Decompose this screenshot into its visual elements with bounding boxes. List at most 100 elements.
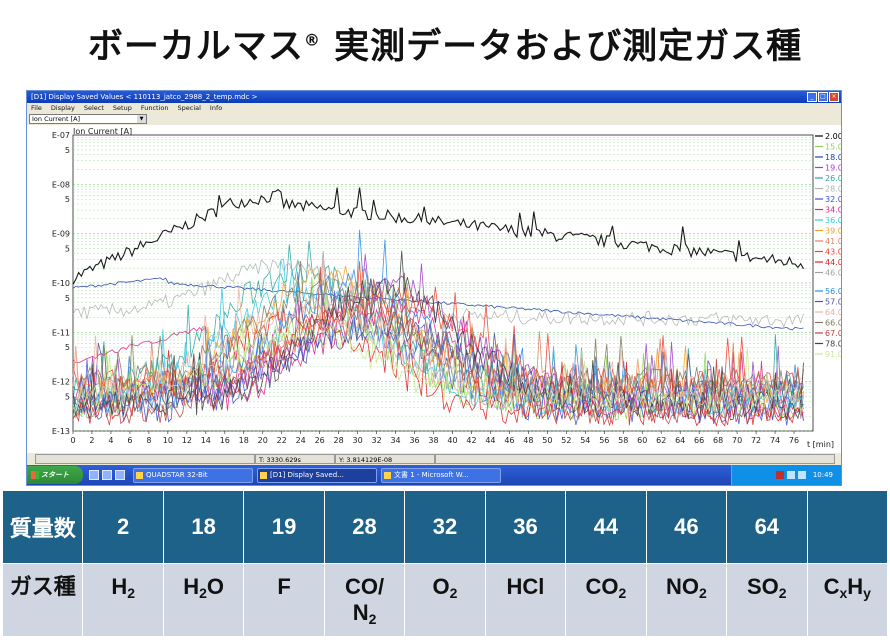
series-line-91-00 (72, 309, 804, 415)
x-tick-label: 38 (428, 436, 438, 445)
x-tick-label: 54 (580, 436, 590, 445)
x-tick-label: 28 (334, 436, 344, 445)
menu-select[interactable]: Select (83, 104, 104, 112)
task-display-saved[interactable]: [D1] Display Saved... (257, 467, 377, 483)
quick-launch-ie-icon[interactable] (89, 470, 99, 480)
close-button[interactable]: × (829, 92, 839, 102)
y-tick-label: 5 (65, 195, 70, 204)
mass-cell: 28 (323, 490, 406, 564)
gas-cell-no2: NO2 (645, 563, 728, 637)
mass-cell: 18 (162, 490, 245, 564)
gas-row: ガス種 H2 H2O F CO/N2 O2 HCl CO2 NO2 SO2 Cx… (1, 563, 889, 637)
status-cell-empty (35, 454, 255, 464)
x-tick-label: 26 (315, 436, 325, 445)
x-tick-labels: 0 2 4 6 8 10 12 14 16 18 20 22 24 26 28 30 32 34 36 38 40 42 4… (70, 431, 799, 445)
legend-entry: 67.00 (825, 329, 841, 338)
x-tick-label: 72 (751, 436, 761, 445)
gas-cell-o2: O2 (404, 563, 486, 637)
legend-entry: 15.00 (825, 143, 841, 152)
legend: 2.0015.0018.0019.0026.0028.0032.0034.003… (815, 132, 841, 359)
menu-info[interactable]: Info (209, 104, 223, 112)
gas-cell-f: F (243, 563, 325, 637)
x-tick-label: 0 (70, 436, 75, 445)
x-tick-label: 76 (789, 436, 799, 445)
x-tick-label: 50 (542, 436, 552, 445)
tray-app-icon[interactable] (775, 471, 784, 479)
gas-cell-h2o: H2O (162, 563, 245, 637)
mass-cell: 32 (404, 490, 486, 564)
gas-cell-co2: CO2 (565, 563, 647, 637)
menu-setup[interactable]: Setup (112, 104, 132, 112)
chevron-down-icon[interactable]: ▼ (137, 115, 146, 123)
series-line-2-00 (72, 187, 804, 285)
gas-cell-co-n2: CO/N2 (323, 563, 406, 637)
y-tick-label: E-09 (52, 230, 70, 239)
y-axis-label: Ion Current [A] (73, 127, 132, 136)
mass-cell: 64 (726, 490, 808, 564)
legend-entry: 57.00 (825, 298, 841, 307)
x-tick-label: 14 (201, 436, 211, 445)
y-tick-label: E-13 (52, 427, 70, 436)
y-tick-labels: E-07 5 E-08 5 E-09 5 E-10 5 E-11 5 E-12 5 E-13 (52, 131, 70, 436)
y-tick-label: E-12 (52, 378, 70, 387)
series-lines (72, 187, 804, 427)
mass-gas-table: 質量数 2 18 19 28 32 36 44 46 64 ガス種 H2 H2O… (1, 490, 889, 637)
x-tick-label: 62 (656, 436, 666, 445)
legend-entry: 66.00 (825, 319, 841, 328)
gas-cell-h2: H2 (82, 563, 164, 637)
legend-entry: 41.00 (825, 237, 841, 246)
gas-cell-cxhy: CxHy (806, 563, 889, 637)
tray-volume-icon[interactable] (797, 471, 806, 479)
tray-clock: 10:49 (812, 471, 833, 479)
start-button[interactable]: スタート (27, 466, 83, 484)
menubar: File Display Select Setup Function Speci… (27, 103, 841, 113)
mass-cell: 36 (484, 490, 567, 564)
menu-function[interactable]: Function (140, 104, 169, 112)
series-line-67-00 (72, 266, 804, 426)
gas-cell-hcl: HCl (484, 563, 567, 637)
mass-row: 質量数 2 18 19 28 32 36 44 46 64 (1, 490, 889, 564)
y-tick-label: 5 (65, 146, 70, 155)
x-tick-label: 34 (390, 436, 400, 445)
menu-file[interactable]: File (31, 104, 42, 112)
legend-entry: 36.00 (825, 216, 841, 225)
x-tick-label: 10 (163, 436, 173, 445)
x-tick-label: 16 (220, 436, 230, 445)
x-tick-label: 18 (239, 436, 249, 445)
maximize-button[interactable]: □ (818, 92, 828, 102)
y-tick-label: 5 (65, 393, 70, 402)
y-tick-label: E-11 (52, 328, 70, 337)
y-tick-label: 5 (65, 245, 70, 254)
x-tick-label: 66 (694, 436, 704, 445)
window-controls: _ □ × (807, 92, 839, 102)
series-line-19-00 (72, 253, 804, 409)
legend-entry: 28.00 (825, 185, 841, 194)
x-tick-label: 68 (713, 436, 723, 445)
x-tick-label: 8 (146, 436, 151, 445)
menu-display[interactable]: Display (50, 104, 75, 112)
legend-entry: 32.00 (825, 195, 841, 204)
legend-entry: 56.00 (825, 287, 841, 296)
menu-special[interactable]: Special (177, 104, 201, 112)
x-tick-label: 20 (258, 436, 268, 445)
minimize-button[interactable]: _ (807, 92, 817, 102)
tray-network-icon[interactable] (786, 471, 795, 479)
mass-cell: 2 (82, 490, 164, 564)
x-tick-label: 36 (409, 436, 419, 445)
quick-launch-desktop-icon[interactable] (102, 470, 112, 480)
x-tick-label: 64 (675, 436, 685, 445)
y-tick-label: E-10 (52, 279, 70, 288)
x-tick-label: 30 (353, 436, 363, 445)
x-tick-label: 32 (371, 436, 381, 445)
quick-launch (89, 470, 125, 480)
task-word[interactable]: 文書 1 - Microsoft W... (381, 467, 501, 483)
select-row: Ion Current [A] ▼ (27, 113, 841, 125)
legend-entry: 39.00 (825, 227, 841, 236)
task-quadstar[interactable]: QUADSTAR 32-Bit (133, 467, 253, 483)
quick-launch-folder-icon[interactable] (115, 470, 125, 480)
legend-entry: 26.00 (825, 174, 841, 183)
x-tick-label: 74 (770, 436, 780, 445)
signal-select[interactable]: Ion Current [A] ▼ (29, 114, 147, 124)
x-tick-label: 22 (277, 436, 287, 445)
